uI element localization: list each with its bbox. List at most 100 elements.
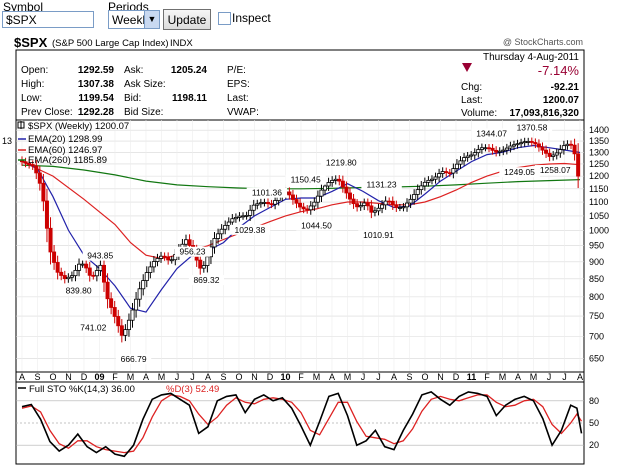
candle-body [387, 200, 392, 203]
stock-chart: $SPX (S&P 500 Large Cap Index) INDX @ St… [2, 35, 609, 465]
legend-price: $SPX (Weekly) 1200.07 [28, 121, 129, 132]
annotation-bg [188, 275, 225, 286]
candle-body [87, 267, 92, 276]
candle-body [66, 276, 71, 280]
candle-body [116, 316, 121, 327]
update-button[interactable]: Update [163, 9, 211, 30]
candle-body [312, 201, 317, 207]
price-tick-label: 1200 [589, 171, 609, 181]
candle-body [84, 263, 89, 269]
candle-body [561, 145, 566, 150]
candle-body [497, 150, 502, 153]
candle-body [487, 147, 492, 150]
x-tick-label: O [49, 372, 56, 382]
pe-label: P/E: [227, 65, 246, 76]
candle-body [426, 179, 431, 183]
candle-body [183, 239, 188, 245]
candle-body [27, 162, 32, 165]
candle-body [522, 141, 527, 144]
chevron-down-icon[interactable]: ▼ [144, 11, 159, 28]
price-annotation: 666.79 [121, 354, 147, 364]
candle-body [454, 163, 459, 169]
candle-body [469, 154, 474, 157]
candle-body [226, 221, 231, 226]
candle-body [319, 189, 324, 197]
candle-body [437, 173, 442, 178]
candle-body [55, 262, 60, 273]
last-label: Last: [227, 93, 249, 104]
candle-body [91, 274, 96, 277]
candle-body [369, 205, 374, 213]
candle-body [344, 186, 349, 194]
price-annotation: 741.02 [80, 323, 106, 333]
candle-body [212, 238, 217, 248]
price-tick-label: 1250 [589, 159, 609, 169]
price-annotation: 1010.91 [363, 230, 394, 240]
candle-body [405, 202, 410, 208]
legend-ema20: EMA(20) 1298.99 [28, 134, 102, 145]
symbol-input[interactable] [2, 11, 94, 28]
candle-body [472, 152, 477, 156]
x-tick-label: M [313, 372, 321, 382]
candle-body [59, 271, 64, 276]
x-tick-label: J [562, 372, 567, 382]
annotation-bg [296, 220, 337, 231]
candle-body [265, 202, 270, 205]
price-annotation: 1029.38 [234, 225, 265, 235]
candle-body [23, 161, 28, 164]
candle-body [77, 263, 82, 271]
candle-body [166, 256, 171, 261]
candle-body [44, 200, 49, 229]
price-annotation: 1131.23 [367, 180, 397, 190]
candle-body [526, 141, 531, 143]
candle-body [380, 204, 385, 209]
candle-body [101, 264, 106, 283]
candle-body [362, 202, 367, 206]
annotation-bg [116, 354, 152, 365]
candle-body [119, 325, 124, 336]
x-tick-label: 09 [94, 372, 104, 382]
candle-body [494, 149, 499, 153]
candle-body [490, 147, 495, 151]
prevclose-value: 1292.28 [78, 107, 115, 118]
inspect-checkbox[interactable] [218, 12, 231, 25]
x-tick-label: A [205, 372, 211, 382]
last2-label: Last: [461, 95, 483, 106]
candle-body [255, 203, 260, 206]
candle-body [390, 200, 395, 206]
price-annotation: 1258.07 [540, 165, 571, 175]
candle-body [412, 194, 417, 200]
x-tick-label: N [437, 372, 444, 382]
candle-body [419, 185, 424, 191]
candle-body [69, 275, 74, 278]
candle-body [408, 198, 413, 204]
volume-value: 17,093,816,320 [509, 108, 579, 119]
candle-body [258, 202, 263, 205]
candle-body [554, 152, 559, 156]
candle-body [365, 202, 370, 207]
candle-body [422, 181, 427, 187]
candle-body [326, 182, 331, 187]
ticker-exchange: INDX [170, 38, 193, 49]
candle-body [383, 200, 388, 206]
stochastic-tick-label: 80 [589, 396, 599, 406]
candle-body [269, 203, 274, 206]
period-select[interactable]: Weekly ▼ [108, 10, 160, 29]
asksize-label: Ask Size: [124, 79, 166, 90]
candle-body [315, 195, 320, 203]
candle-body [237, 215, 242, 218]
candle-body [508, 145, 513, 149]
x-tick-label: J [190, 372, 195, 382]
candle-body [112, 307, 117, 317]
annotation-bg [246, 187, 288, 198]
candle-body [109, 298, 114, 308]
chg-value: -92.21 [551, 82, 580, 93]
annotation-bg [321, 157, 362, 168]
high-label: High: [21, 79, 44, 90]
stochastic-legend: Full STO %K(14,3) 36.00 %D(3) 52.49 [18, 384, 219, 395]
price-tick-label: 1100 [589, 197, 608, 207]
candle-body [198, 259, 203, 269]
annotation-bg [60, 285, 97, 296]
candle-body [358, 205, 363, 208]
